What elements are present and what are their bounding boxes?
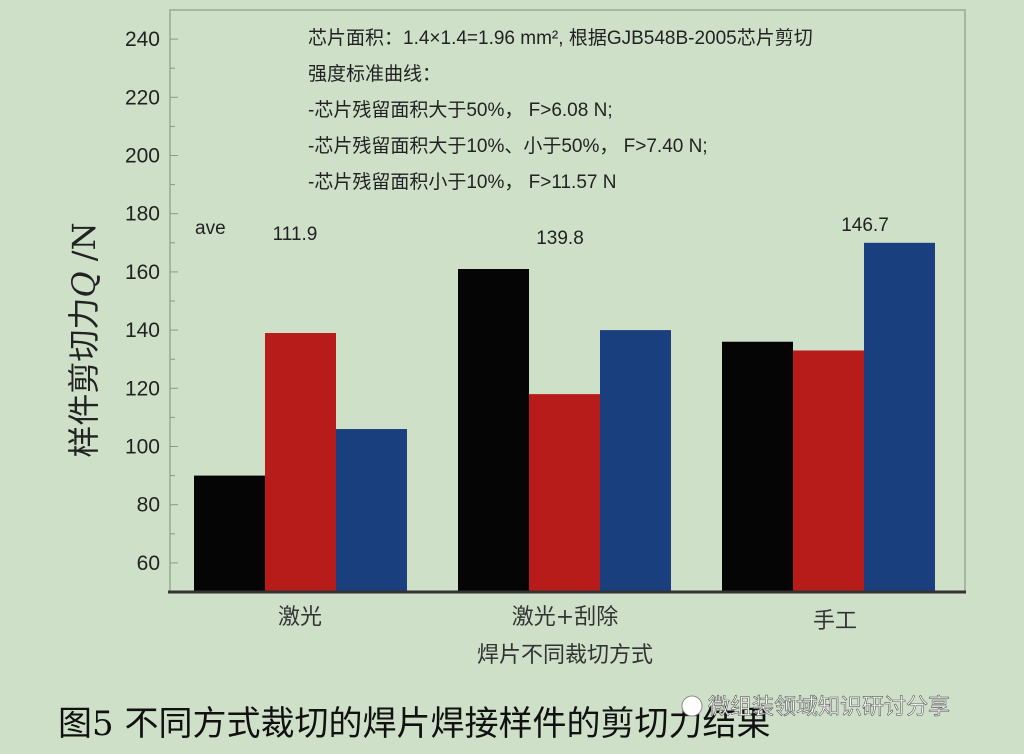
y-tick-label: 160 bbox=[125, 261, 160, 284]
wechat-logo-icon bbox=[681, 695, 703, 717]
category-label: 激光+刮除 bbox=[512, 605, 618, 630]
y-tick-label: 240 bbox=[125, 28, 160, 51]
y-tick-label: 140 bbox=[125, 319, 160, 342]
figure-caption: 图5 不同方式裁切的焊片焊接样件的剪切力结果 bbox=[58, 704, 770, 744]
bar bbox=[529, 394, 600, 592]
ave-label: ave bbox=[195, 218, 226, 239]
annotation-note: 芯片面积：1.4×1.4=1.96 mm², 根据GJB548B-2005芯片剪… bbox=[308, 27, 813, 49]
y-tick-label: 180 bbox=[125, 203, 160, 226]
category-label: 手工 bbox=[813, 609, 857, 634]
bar bbox=[864, 242, 935, 593]
x-axis-label: 焊片不同裁切方式 bbox=[477, 643, 653, 668]
y-tick-label: 60 bbox=[137, 552, 160, 575]
y-tick-label: 100 bbox=[125, 436, 160, 459]
average-label: 139.8 bbox=[536, 228, 584, 249]
annotation-note: -芯片残留面积大于50%， F>6.08 N; bbox=[308, 99, 613, 121]
y-tick-label: 220 bbox=[125, 86, 160, 109]
bar bbox=[722, 341, 793, 592]
bar bbox=[458, 268, 529, 592]
y-tick-label: 200 bbox=[125, 145, 160, 168]
annotation-note: 强度标准曲线： bbox=[308, 63, 441, 85]
watermark: 微组装领域知识研讨分享 bbox=[708, 695, 950, 720]
annotation-note: -芯片残留面积大于10%、小于50%， F>7.40 N; bbox=[308, 135, 708, 157]
bar bbox=[600, 330, 671, 592]
bar bbox=[336, 429, 407, 592]
y-axis-label: 样件剪切力Q /N bbox=[65, 222, 103, 457]
y-tick-label: 120 bbox=[125, 377, 160, 400]
average-label: 111.9 bbox=[273, 224, 318, 245]
bar bbox=[194, 475, 265, 592]
bar bbox=[793, 350, 864, 592]
y-tick-label: 80 bbox=[137, 494, 160, 517]
annotation-note: -芯片残留面积小于10%， F>11.57 N bbox=[308, 171, 616, 193]
average-label: 146.7 bbox=[841, 215, 889, 236]
bar bbox=[265, 333, 336, 592]
category-label: 激光 bbox=[278, 605, 322, 630]
